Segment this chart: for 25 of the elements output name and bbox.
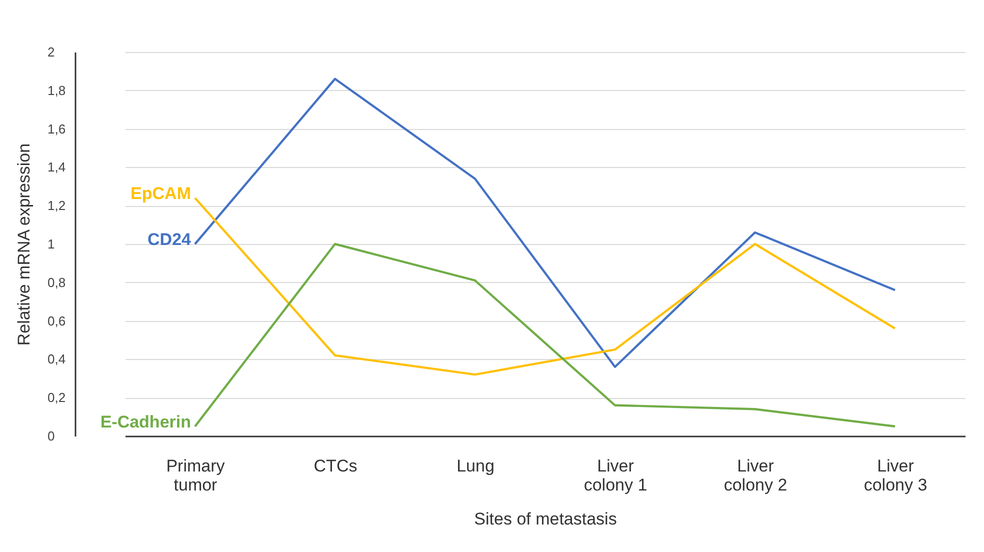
line-series	[194, 78, 896, 368]
series-label: E-Cadherin	[100, 412, 191, 432]
x-tick-label: Liver colony 3	[864, 456, 928, 494]
x-tick-label: Lung	[456, 456, 494, 476]
y-tick-label: 1,4	[48, 160, 66, 175]
x-tick-label: Liver colony 1	[584, 456, 648, 494]
x-axis-title: Sites of metastasis	[474, 510, 617, 528]
y-tick-label: 2	[48, 44, 55, 60]
y-tick-label: 1,8	[48, 82, 66, 98]
x-tick-label: Primary tumor	[166, 456, 226, 494]
y-tick-label: 0,6	[48, 313, 66, 328]
x-tick-label: CTCs	[314, 456, 358, 476]
y-tick-label: 1,2	[48, 198, 66, 214]
y-tick-label: 1,6	[48, 121, 66, 136]
y-tick-label: 0	[48, 428, 55, 444]
x-tick-label: Liver colony 2	[724, 456, 788, 494]
y-tick-label: 0,8	[48, 274, 66, 290]
y-tick-label: 0,2	[48, 390, 66, 406]
y-axis-title: Relative mRNA expression	[14, 143, 34, 346]
y-tick-label: 0,4	[48, 352, 66, 367]
series-label: EpCAM	[130, 184, 191, 203]
line-series	[194, 196, 896, 376]
series-label: CD24	[148, 230, 192, 249]
y-tick-label: 1	[48, 236, 55, 252]
line-series	[194, 242, 896, 428]
